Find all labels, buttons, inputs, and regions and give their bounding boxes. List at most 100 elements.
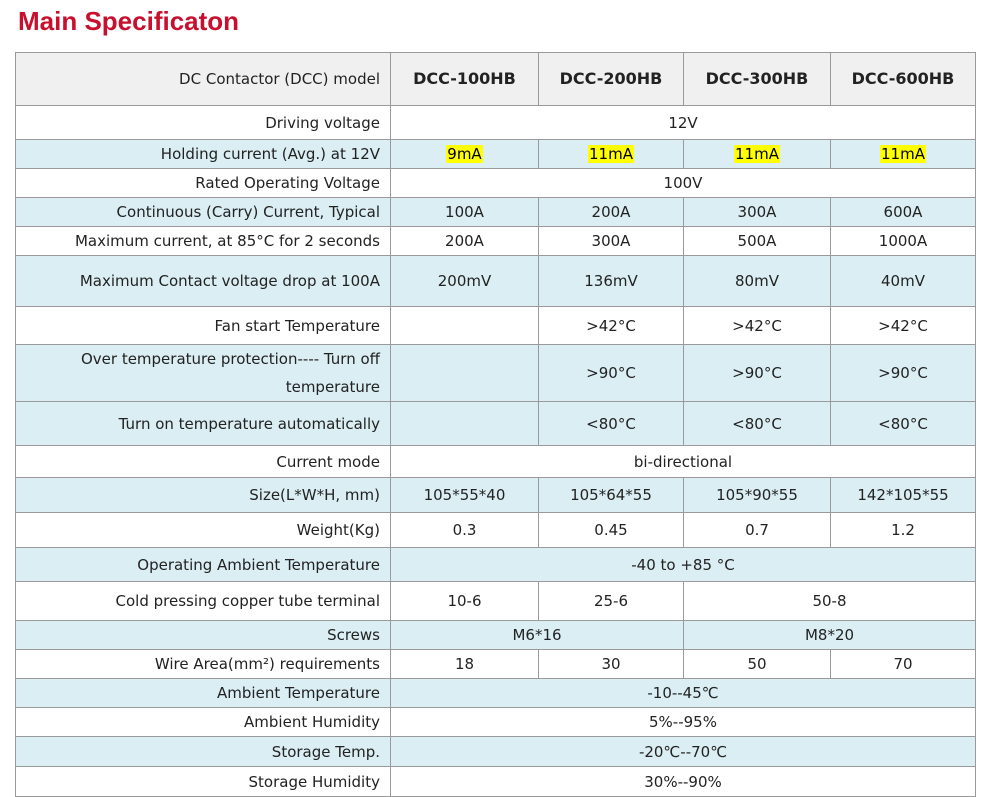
spec-value: 30%--90% [390, 766, 976, 797]
spec-label: Ambient Humidity [15, 707, 391, 737]
spec-row: Cold pressing copper tube terminal 10-6 25… [15, 581, 976, 621]
spec-value: 600A [830, 197, 976, 227]
spec-label: Rated Operating Voltage [15, 168, 391, 198]
spec-value: 50 [683, 649, 831, 679]
spec-value: 200A [390, 226, 539, 256]
spec-value: >42°C [538, 306, 684, 345]
spec-value [390, 306, 539, 345]
spec-value [390, 401, 539, 446]
header-row: DC Contactor (DCC) model DCC-100HB DCC-200… [15, 52, 976, 106]
spec-value: 18 [390, 649, 539, 679]
spec-label: Storage Humidity [15, 766, 391, 797]
spec-row: Ambient Temperature -10--45℃ [15, 678, 976, 708]
spec-value: 25-6 [538, 581, 684, 621]
spec-value: 1000A [830, 226, 976, 256]
spec-label: Current mode [15, 445, 391, 478]
spec-value: >90°C [538, 344, 684, 402]
spec-value: 50-8 [683, 581, 976, 621]
spec-label: Maximum current, at 85°C for 2 seconds [15, 226, 391, 256]
spec-value: 105*90*55 [683, 477, 831, 513]
model-header: DCC-300HB [683, 52, 831, 106]
spec-value: 0.3 [390, 512, 539, 548]
model-header: DCC-200HB [538, 52, 684, 106]
spec-value: 100V [390, 168, 976, 198]
spec-row: Operating Ambient Temperature -40 to +85 … [15, 547, 976, 582]
spec-row: Maximum current, at 85°C for 2 seconds 20… [15, 226, 976, 256]
spec-value [390, 344, 539, 402]
spec-value: <80°C [683, 401, 831, 446]
spec-row: Turn on temperature automatically <80°C <8… [15, 401, 976, 446]
highlighted-value: 11mA [880, 145, 926, 163]
spec-row: Holding current (Avg.) at 12V 9mA 11mA 11mA… [15, 139, 976, 169]
spec-value: 10-6 [390, 581, 539, 621]
spec-value: 105*64*55 [538, 477, 684, 513]
spec-value: 12V [390, 105, 976, 140]
spec-value: 105*55*40 [390, 477, 539, 513]
spec-value: bi-directional [390, 445, 976, 478]
model-header: DCC-600HB [830, 52, 976, 106]
spec-value: >90°C [830, 344, 976, 402]
spec-label: Turn on temperature automatically [15, 401, 391, 446]
spec-row: Storage Humidity 30%--90% [15, 766, 976, 797]
spec-label: Cold pressing copper tube terminal [15, 581, 391, 621]
spec-value: >42°C [683, 306, 831, 345]
highlighted-value: 11mA [734, 145, 780, 163]
spec-value: >42°C [830, 306, 976, 345]
spec-value: 300A [538, 226, 684, 256]
spec-value: 40mV [830, 255, 976, 307]
spec-label: Storage Temp. [15, 736, 391, 767]
spec-value: 9mA [390, 139, 539, 169]
spec-value: M6*16 [390, 620, 684, 650]
model-header: DCC-100HB [390, 52, 539, 106]
spec-value: 200mV [390, 255, 539, 307]
spec-label: Size(L*W*H, mm) [15, 477, 391, 513]
spec-label: Over temperature protection---- Turn off… [15, 344, 391, 402]
spec-label: Fan start Temperature [15, 306, 391, 345]
spec-row: Over temperature protection---- Turn off… [15, 344, 976, 402]
spec-value: 70 [830, 649, 976, 679]
page-title: Main Specificaton [18, 6, 240, 36]
spec-value: 300A [683, 197, 831, 227]
header-label: DC Contactor (DCC) model [15, 52, 391, 106]
spec-value: -20℃--70℃ [390, 736, 976, 767]
spec-value: <80°C [538, 401, 684, 446]
spec-value: 100A [390, 197, 539, 227]
spec-table: DC Contactor (DCC) model DCC-100HB DCC-200… [15, 52, 976, 797]
spec-row: Driving voltage 12V [15, 105, 976, 140]
spec-row: Wire Area(mm²) requirements 18 30 50 70 [15, 649, 976, 679]
spec-row: Maximum Contact voltage drop at 100A 200m… [15, 255, 976, 307]
spec-value: 1.2 [830, 512, 976, 548]
spec-row: Fan start Temperature >42°C >42°C >42°C [15, 306, 976, 345]
spec-label: Maximum Contact voltage drop at 100A [15, 255, 391, 307]
highlighted-value: 9mA [446, 145, 483, 163]
spec-label: Operating Ambient Temperature [15, 547, 391, 582]
spec-label: Holding current (Avg.) at 12V [15, 139, 391, 169]
spec-label: Continuous (Carry) Current, Typical [15, 197, 391, 227]
spec-row: Current mode bi-directional [15, 445, 976, 478]
spec-label: Driving voltage [15, 105, 391, 140]
highlighted-value: 11mA [588, 145, 634, 163]
spec-row: Storage Temp. -20℃--70℃ [15, 736, 976, 767]
spec-row: Rated Operating Voltage 100V [15, 168, 976, 198]
spec-row: Ambient Humidity 5%--95% [15, 707, 976, 737]
spec-value: M8*20 [683, 620, 976, 650]
spec-row: Continuous (Carry) Current, Typical 100A 2… [15, 197, 976, 227]
spec-value: 30 [538, 649, 684, 679]
spec-label: Wire Area(mm²) requirements [15, 649, 391, 679]
spec-value: 11mA [830, 139, 976, 169]
spec-label: Ambient Temperature [15, 678, 391, 708]
spec-label: Weight(Kg) [15, 512, 391, 548]
spec-value: 142*105*55 [830, 477, 976, 513]
spec-row: Size(L*W*H, mm) 105*55*40 105*64*55 105*90*… [15, 477, 976, 513]
spec-value: 80mV [683, 255, 831, 307]
spec-value: 136mV [538, 255, 684, 307]
spec-value: 0.7 [683, 512, 831, 548]
spec-value: 0.45 [538, 512, 684, 548]
spec-value: -40 to +85 °C [390, 547, 976, 582]
spec-value: 200A [538, 197, 684, 227]
spec-value: <80°C [830, 401, 976, 446]
spec-value: 5%--95% [390, 707, 976, 737]
spec-label: Screws [15, 620, 391, 650]
spec-value: -10--45℃ [390, 678, 976, 708]
